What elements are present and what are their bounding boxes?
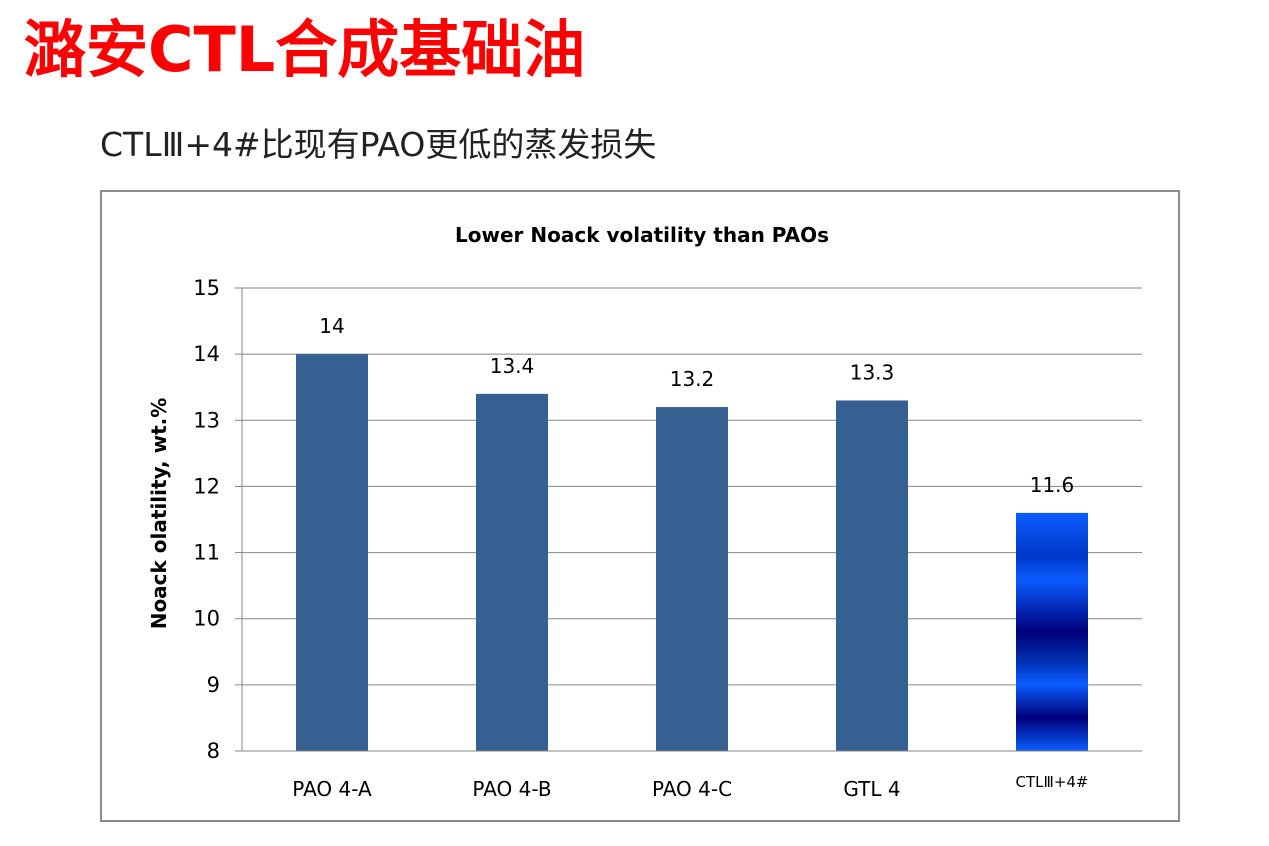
y-tick-label: 15 bbox=[193, 276, 220, 300]
y-tick-label: 10 bbox=[193, 607, 220, 631]
bar-ctl-4 bbox=[1016, 512, 1088, 751]
chart-title: Lower Noack volatility than PAOs bbox=[455, 223, 829, 247]
slide-subtitle: CTLⅢ+4#比现有PAO更低的蒸发损失 bbox=[100, 125, 657, 164]
y-axis-title: Noack olatility, wt.% bbox=[147, 398, 171, 630]
x-tick-label: PAO 4-B bbox=[472, 777, 551, 801]
bar-pao-4-c bbox=[656, 407, 728, 751]
bar-pao-4-b bbox=[476, 393, 548, 751]
y-tick-label: 9 bbox=[207, 673, 220, 697]
slide-title: 潞安CTL合成基础油 bbox=[24, 13, 586, 86]
y-tick-label: 13 bbox=[193, 408, 220, 432]
data-label: 13.3 bbox=[850, 360, 895, 384]
data-label: 13.2 bbox=[670, 367, 715, 391]
y-axis: 8 9 10 11 12 13 14 15 bbox=[193, 276, 243, 763]
data-label: 13.4 bbox=[490, 354, 535, 378]
y-tick-label: 8 bbox=[207, 739, 220, 763]
bar-gtl-4 bbox=[836, 400, 908, 751]
chart-frame: Lower Noack volatility than PAOs 8 9 10 11 1… bbox=[100, 190, 1180, 822]
data-labels: 14 13.4 13.2 13.3 11.6 bbox=[319, 314, 1074, 497]
y-tick-label: 12 bbox=[193, 474, 220, 498]
x-tick-label: PAO 4-C bbox=[652, 777, 732, 801]
x-tick-label: CTLⅢ+4# bbox=[1015, 773, 1088, 791]
bars bbox=[296, 354, 1088, 751]
x-tick-label: PAO 4-A bbox=[292, 777, 372, 801]
data-label: 14 bbox=[319, 314, 344, 338]
bar-pao-4-a bbox=[296, 354, 368, 751]
data-label: 11.6 bbox=[1030, 473, 1075, 497]
y-tick-label: 14 bbox=[193, 342, 220, 366]
x-tick-label: GTL 4 bbox=[843, 777, 900, 801]
bar-chart: Lower Noack volatility than PAOs 8 9 10 11 1… bbox=[147, 223, 1142, 801]
y-tick-label: 11 bbox=[193, 541, 220, 565]
x-axis: PAO 4-A PAO 4-B PAO 4-C GTL 4 CTLⅢ+4# bbox=[242, 750, 1142, 801]
